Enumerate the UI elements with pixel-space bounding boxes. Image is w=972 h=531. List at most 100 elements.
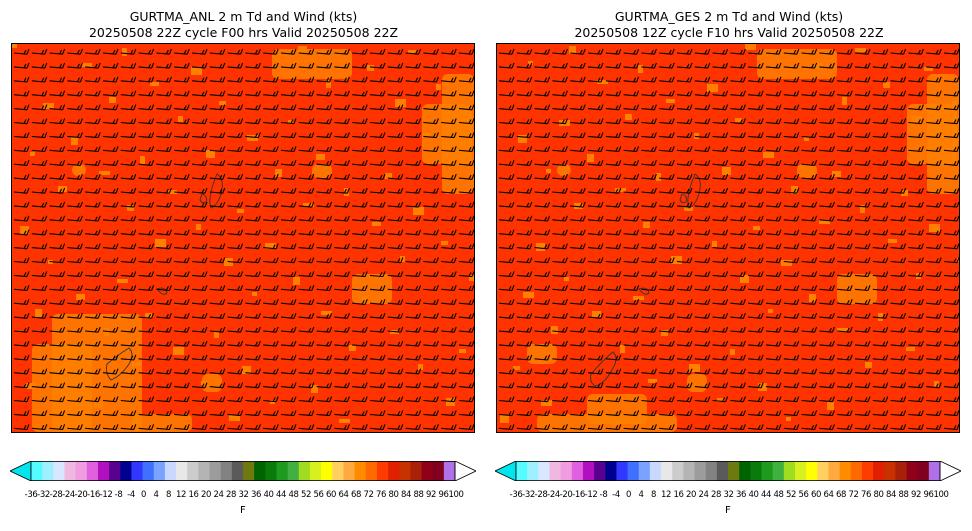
wind-barb	[120, 257, 137, 264]
wind-barb	[748, 187, 764, 194]
wind-barb	[209, 285, 226, 292]
colorbar-tick-label: 36	[735, 490, 747, 500]
wind-barb	[587, 146, 604, 153]
wind-barb	[280, 396, 297, 403]
wind-barb	[280, 160, 297, 166]
wind-barb	[369, 271, 386, 278]
panel-title-ges-line1: GURTMA_GES 2 m Td and Wind (kts)	[614, 9, 844, 24]
wind-barb	[765, 146, 782, 153]
wind-barb	[943, 62, 959, 69]
orange-speckle	[229, 415, 240, 421]
wind-barb	[49, 271, 66, 278]
orange-speckle	[878, 313, 883, 321]
wind-barb	[498, 76, 515, 83]
wind-barb	[67, 424, 83, 431]
colorbar-swatch	[276, 461, 289, 481]
wind-barb	[819, 396, 835, 403]
wind-barb	[748, 62, 764, 69]
wind-barb	[926, 257, 942, 264]
wind-barb	[298, 312, 315, 319]
wind-barb	[387, 271, 404, 278]
wind-barb	[908, 160, 924, 166]
wind-barb	[245, 146, 261, 153]
wind-barb	[837, 118, 853, 125]
wind-barb	[819, 104, 835, 111]
wind-barb	[908, 243, 924, 250]
wind-barb	[730, 410, 746, 417]
wind-barb	[712, 146, 729, 153]
wind-barb	[854, 215, 871, 222]
wind-barb	[926, 382, 942, 389]
wind-barb	[605, 354, 622, 361]
wind-barb	[387, 215, 404, 222]
wind-barb	[641, 368, 657, 375]
wind-barb	[854, 410, 871, 417]
colorbar-tick-label: 92	[425, 490, 437, 500]
wind-barb	[623, 424, 640, 431]
wind-barb	[316, 160, 333, 166]
orange-speckle	[597, 80, 608, 84]
wind-barb	[676, 326, 693, 333]
wind-barbs	[13, 48, 474, 431]
orange-speckle	[819, 220, 830, 224]
wind-barb	[587, 229, 604, 236]
wind-barb	[694, 146, 711, 153]
wind-barb	[316, 368, 333, 375]
wind-barb	[748, 326, 764, 333]
orange-speckle	[564, 277, 569, 281]
wind-barb	[245, 229, 261, 236]
wind-barb	[943, 396, 959, 403]
orange-speckle	[518, 135, 527, 143]
wind-barb	[694, 215, 711, 222]
wind-barb	[783, 424, 800, 431]
wind-barb	[138, 173, 155, 180]
wind-barb	[605, 410, 622, 417]
wind-barb	[13, 160, 30, 166]
wind-barb	[926, 104, 942, 111]
wind-barb	[801, 229, 818, 236]
wind-barb	[174, 62, 190, 69]
wind-barb	[369, 299, 386, 305]
wind-barb	[298, 326, 315, 333]
wind-barb	[872, 215, 889, 222]
wind-barb	[209, 201, 226, 208]
wind-barb	[854, 104, 871, 111]
wind-barb	[458, 312, 474, 319]
wind-barb	[458, 396, 474, 403]
wind-barb	[676, 312, 693, 319]
wind-barb	[534, 326, 551, 333]
wind-barb	[605, 104, 622, 111]
wind-barb	[67, 229, 83, 236]
wind-barb	[263, 160, 279, 166]
wind-barb	[890, 104, 907, 111]
wind-barb	[298, 104, 315, 111]
wind-barb	[748, 118, 764, 125]
wind-barb	[280, 243, 297, 250]
wind-barb	[441, 257, 457, 264]
colorbar-swatch	[828, 461, 840, 481]
orange-speckle	[689, 364, 700, 372]
wind-barb	[120, 62, 137, 69]
wind-barb	[102, 424, 119, 431]
wind-barb	[587, 424, 604, 431]
wind-barb	[908, 368, 924, 375]
wind-barb	[819, 62, 835, 69]
wind-barb	[570, 201, 586, 208]
wind-barb	[13, 354, 30, 361]
orange-speckle	[906, 347, 915, 351]
colorbar-swatch	[243, 461, 255, 481]
wind-barb	[676, 396, 693, 403]
wind-barb	[890, 285, 907, 292]
wind-barb	[120, 201, 137, 208]
wind-barb	[623, 132, 640, 139]
wind-barb	[605, 90, 622, 97]
wind-barb	[298, 424, 315, 431]
wind-barb	[605, 132, 622, 139]
wind-barb	[245, 173, 261, 180]
wind-barb	[712, 271, 729, 278]
wind-barb	[298, 62, 315, 69]
wind-barb	[819, 354, 835, 361]
wind-barb	[120, 410, 137, 417]
wind-barb	[854, 368, 871, 375]
wind-barb	[552, 173, 568, 180]
